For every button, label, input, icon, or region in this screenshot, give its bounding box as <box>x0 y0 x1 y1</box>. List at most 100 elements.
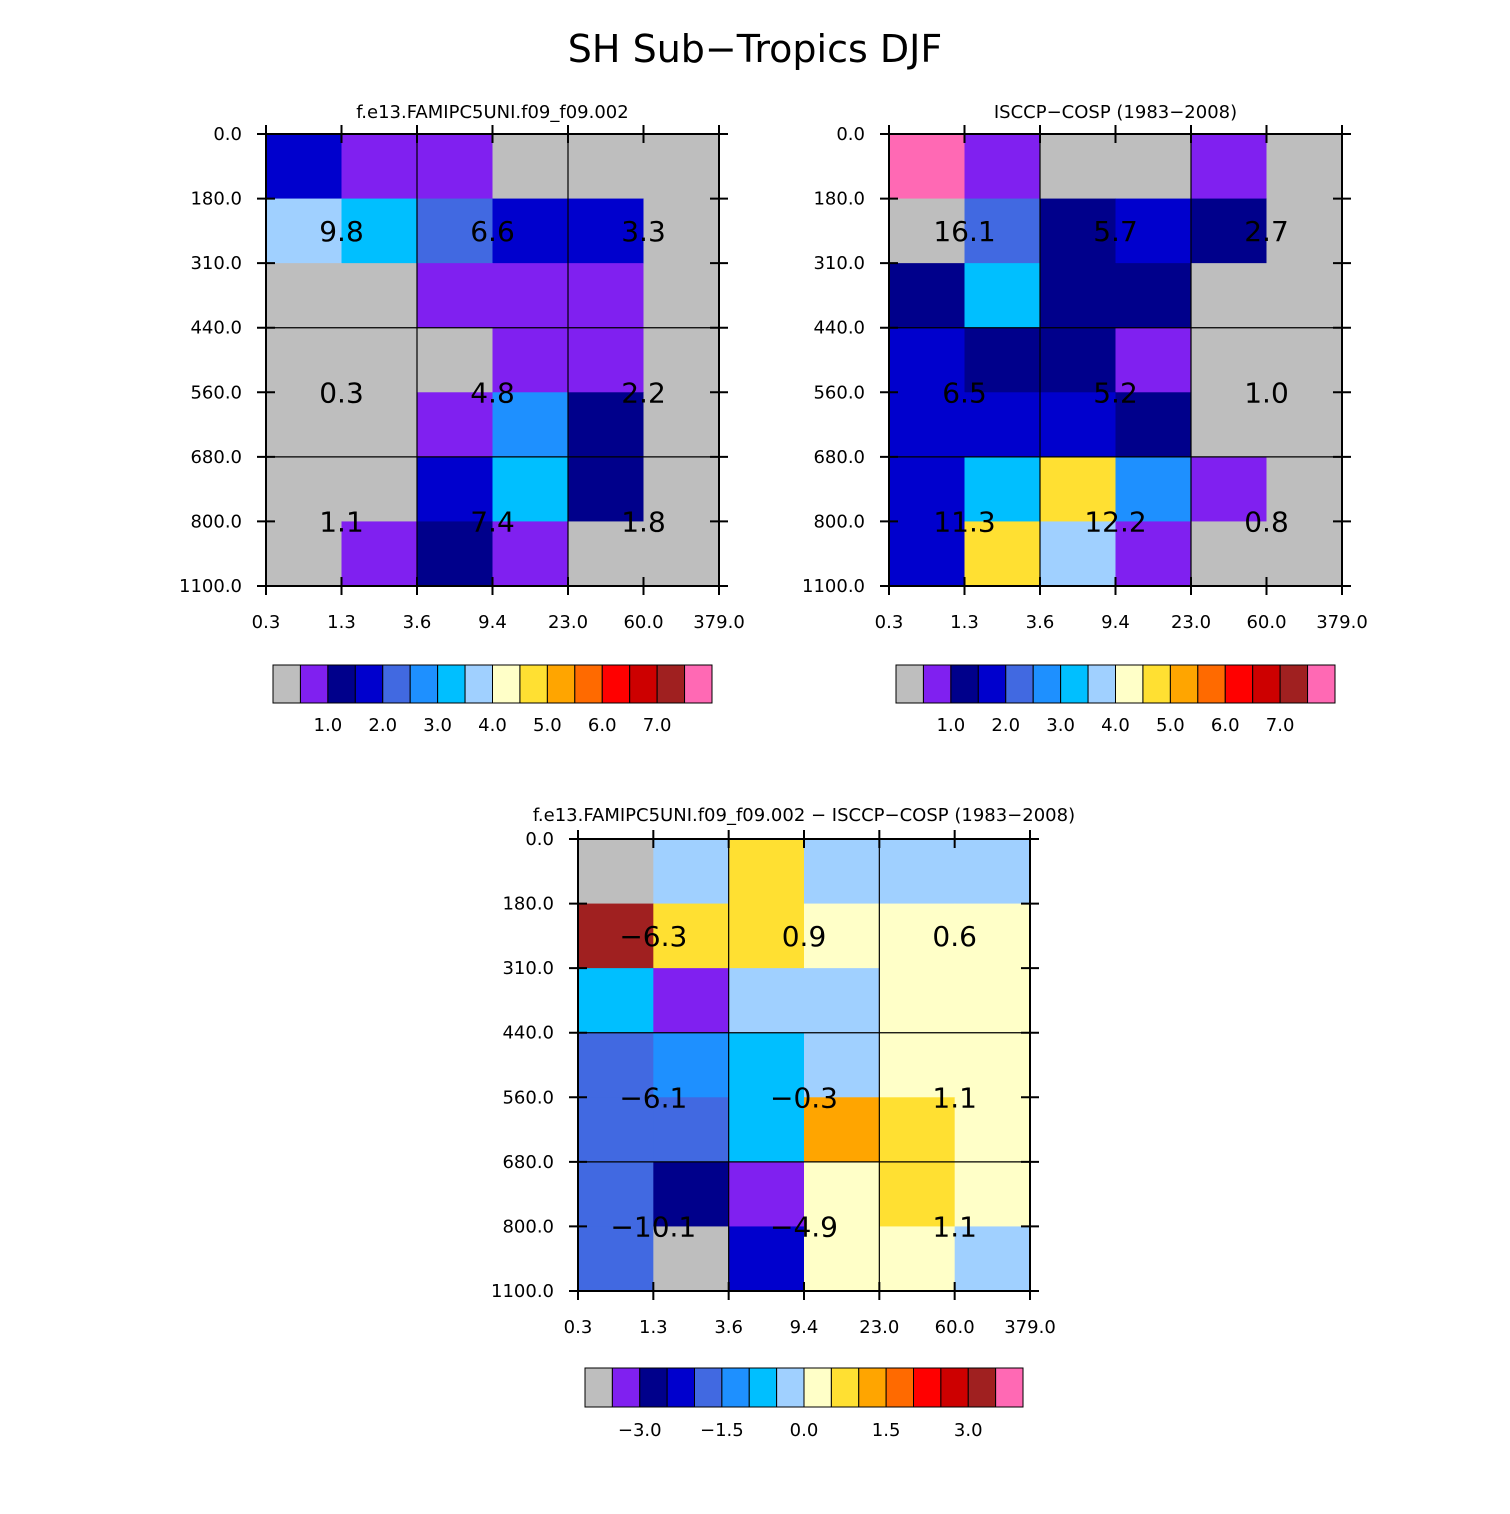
heatmap-cell <box>1040 521 1117 587</box>
heatmap-cell <box>954 839 1031 905</box>
colorbar-label: 1.0 <box>937 715 966 736</box>
colorbar-swatch <box>684 664 713 704</box>
heatmap-cell <box>653 1032 730 1098</box>
colorbar-swatch <box>803 1367 832 1408</box>
colorbar-swatch <box>1005 664 1034 704</box>
colorbar-swatch <box>995 1367 1024 1408</box>
heatmap-cell <box>728 1032 805 1098</box>
heatmap-cell <box>954 1226 1031 1292</box>
box-value-label: −6.3 <box>619 920 687 953</box>
heatmap-cell <box>889 134 966 200</box>
heatmap-cell <box>804 1161 880 1228</box>
heatmap-cell <box>1266 134 1343 200</box>
panel-title: ISCCP−COSP (1983−2008) <box>994 102 1237 123</box>
colorbar-swatch <box>464 664 493 704</box>
colorbar-label: 7.0 <box>643 715 672 736</box>
heatmap-cell <box>578 1226 654 1292</box>
heatmap-cell <box>266 134 343 200</box>
heatmap-cell <box>1191 456 1268 523</box>
y-tick-label: 800.0 <box>190 511 242 532</box>
box-value-label: −4.9 <box>770 1210 838 1243</box>
y-tick-label: 680.0 <box>502 1152 554 1173</box>
heatmap-cell <box>341 456 418 523</box>
heatmap-cell <box>653 839 730 905</box>
heatmap-cell <box>341 198 418 264</box>
heatmap-cell <box>728 1226 805 1292</box>
heatmap-cell <box>492 521 569 587</box>
heatmap-cell <box>1266 456 1343 523</box>
colorbar-swatch <box>666 1367 696 1408</box>
heatmap-cell <box>653 1161 730 1228</box>
heatmap-cell <box>879 1097 956 1163</box>
heatmap-cell <box>804 1097 880 1163</box>
heatmap-cell <box>1115 263 1192 329</box>
heatmap-cell <box>964 456 1041 523</box>
colorbar-swatch <box>830 1367 860 1408</box>
colorbar-swatch <box>409 664 439 704</box>
box-value-label: −0.3 <box>770 1081 838 1114</box>
y-tick-label: 560.0 <box>813 382 865 403</box>
y-tick-label: 180.0 <box>190 189 242 210</box>
colorbar-swatch <box>1252 664 1281 704</box>
heatmap-cell <box>954 968 1031 1034</box>
x-tick-label: 0.3 <box>875 612 904 633</box>
heatmap-cell <box>266 456 343 523</box>
heatmap-cell <box>1191 521 1268 587</box>
heatmap-cell <box>1191 327 1268 393</box>
x-tick-label: 379.0 <box>693 612 745 633</box>
heatmap-cell <box>954 1097 1031 1163</box>
heatmap-cell <box>954 1032 1031 1098</box>
colorbar-swatch <box>611 1367 641 1408</box>
box-value-label: 0.3 <box>319 376 364 409</box>
heatmap-cell <box>728 1097 805 1163</box>
heatmap-cell <box>889 456 966 523</box>
heatmap-cell <box>643 456 720 523</box>
colorbar-label: 2.0 <box>991 715 1020 736</box>
heatmap-cell <box>804 968 880 1034</box>
heatmap-cell <box>417 521 494 587</box>
figure-title: SH Sub−Tropics DJF <box>568 27 942 71</box>
heatmap-cell <box>1266 521 1343 587</box>
heatmap-cell <box>804 1226 880 1292</box>
box-value-label: 1.0 <box>1244 376 1289 409</box>
heatmap-cell <box>1266 263 1343 329</box>
heatmap-cell <box>417 327 494 393</box>
heatmap-cell <box>417 456 494 523</box>
heatmap-cell <box>728 903 805 969</box>
colorbar-swatch <box>639 1367 668 1408</box>
heatmap-cell <box>568 327 645 393</box>
heatmap-cell <box>879 1226 956 1292</box>
colorbar-label: 0.0 <box>790 1420 819 1441</box>
colorbar-label: 5.0 <box>1156 715 1185 736</box>
heatmap-cell <box>1115 198 1192 264</box>
box-value-label: 6.6 <box>470 215 515 248</box>
heatmap-cell <box>578 839 654 905</box>
heatmap-cell <box>266 392 343 458</box>
colorbar-swatch <box>656 664 686 704</box>
heatmap-cell <box>1115 392 1192 458</box>
heatmap-cell <box>578 1161 654 1228</box>
colorbar-label: −1.5 <box>700 1420 744 1441</box>
panel-title: f.e13.FAMIPC5UNI.f09_f09.002 <box>356 102 628 123</box>
heatmap-cell <box>568 134 645 200</box>
box-value-label: 0.8 <box>1244 505 1289 538</box>
box-value-label: −6.1 <box>619 1081 687 1114</box>
colorbar-label: 3.0 <box>423 715 452 736</box>
box-value-label: 1.8 <box>621 505 666 538</box>
colorbar-swatch <box>574 664 603 704</box>
heatmap-cell <box>964 198 1041 264</box>
colorbar-swatch <box>885 1367 915 1408</box>
x-tick-label: 23.0 <box>548 612 588 633</box>
heatmap-cell <box>1191 134 1268 200</box>
y-tick-label: 310.0 <box>502 958 554 979</box>
y-tick-label: 560.0 <box>190 382 242 403</box>
heatmap-cell <box>643 198 720 264</box>
colorbar-label: 5.0 <box>533 715 562 736</box>
box-value-label: 2.2 <box>621 376 666 409</box>
panel-3: 0.3 1.3 3.6 9.4 23.0 60.0 379.0 0.0 180.0 310.0 44… <box>491 805 1075 1441</box>
heatmap-cell <box>1040 392 1117 458</box>
colorbar-swatch <box>546 664 576 704</box>
box-value-label: 12.2 <box>1084 505 1146 538</box>
heatmap-cell <box>964 392 1041 458</box>
